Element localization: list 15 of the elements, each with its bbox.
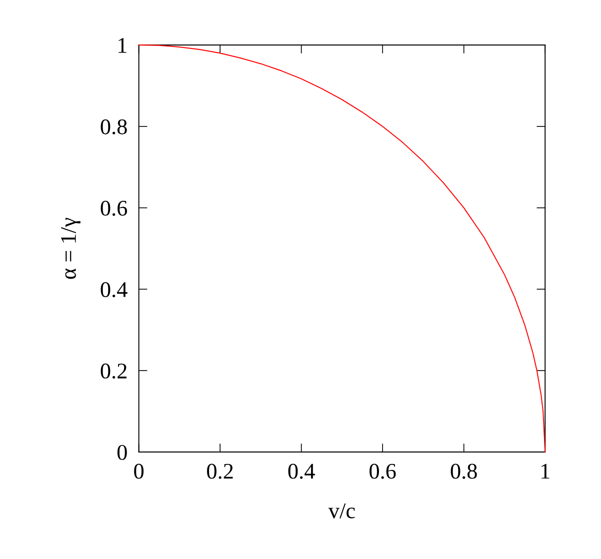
y-tick-label: 1	[118, 38, 126, 53]
y-tick-label: 0.4	[100, 282, 128, 298]
x-tick-label: 0.4	[288, 464, 315, 479]
x-tick-label: 0.8	[450, 464, 477, 479]
x-tick-label: 0.6	[370, 464, 396, 479]
y-axis-title: α = 1/γ	[61, 218, 80, 279]
x-tick-label: 1	[542, 464, 550, 479]
line-series	[138, 44, 546, 452]
y-tick-label: 0.6	[100, 200, 128, 216]
y-tick-label: 0	[117, 444, 127, 460]
x-tick-label: 0	[134, 464, 144, 479]
y-tick-label: 0.2	[100, 364, 126, 379]
y-tick-label: 0.8	[100, 119, 127, 134]
x-axis-title: v/c	[328, 503, 355, 518]
x-tick-label: 0.2	[207, 464, 233, 479]
